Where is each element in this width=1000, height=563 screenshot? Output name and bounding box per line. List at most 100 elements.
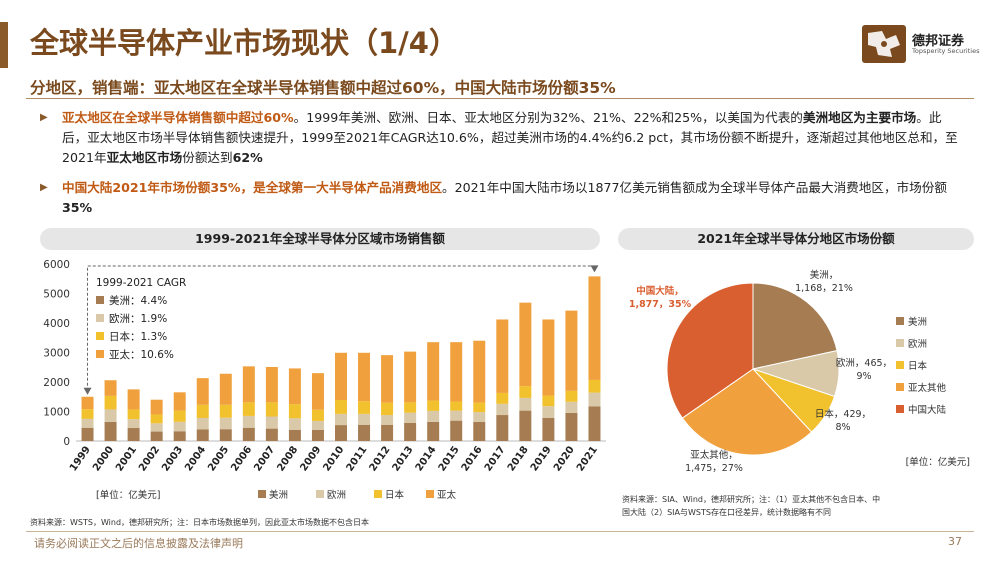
y-tick-label: 5000 [43,289,70,301]
bar-日本-2007 [265,402,278,417]
bar-日本-2012 [381,402,394,416]
cagr-swatch-欧洲 [96,314,104,322]
pie-legend-label: 日本 [908,360,928,372]
x-tick-label: 2009 [298,444,323,473]
logo-name: 德邦证券 [912,34,965,49]
cagr-arrow-start [83,387,92,395]
bar-美洲-2005 [219,429,232,441]
bar-美洲-2003 [173,431,186,441]
bullet-1: ▶ 亚太地区在全球半导体销售额中超过60%。1999年美洲、欧洲、日本、亚太地区… [40,108,962,168]
cagr-arrow-end [590,265,599,273]
pie-legend-swatch-亚太其他 [896,383,904,391]
logo-icon [868,31,900,57]
bar-亚太-2018 [519,302,532,387]
bar-美洲-2002 [150,431,163,441]
bar-美洲-2015 [450,420,463,441]
bar-美洲-2004 [196,429,209,441]
cagr-item-label: 美洲：4.4% [109,294,167,307]
pie-legend-label: 中国大陆 [908,404,947,416]
x-tick-label: 2008 [275,444,300,473]
x-tick-label: 2007 [252,444,277,473]
x-tick-label: 2014 [414,444,439,473]
bar-欧洲-2000 [104,409,117,422]
bullet-2-run-1: 。2021年中国大陆市场以1877亿美元销售额成为全球半导体产品最大消费地区，市… [442,180,947,195]
footer-divider [26,531,974,532]
bar-亚太-2009 [311,373,324,410]
bar-亚太-2011 [358,352,371,402]
bar-日本-2009 [311,409,324,421]
x-tick-label: 2017 [483,444,508,473]
bar-美洲-2018 [519,410,532,441]
x-tick-label: 2013 [391,444,416,473]
cagr-item-label: 亚太：10.6% [109,348,174,361]
bar-欧洲-2016 [473,412,486,422]
cagr-title: 1999-2021 CAGR [96,277,186,289]
bullet-1-run-4: 亚太地区市场 [106,150,183,165]
pie-legend-label: 亚太其他 [908,382,947,394]
bar-chart-unit: [单位：亿美元] [96,489,160,501]
y-tick-label: 3000 [43,348,70,360]
bar-欧洲-2004 [196,417,209,430]
x-tick-label: 1999 [68,444,93,473]
bar-亚太-2014 [427,342,440,401]
x-tick-label: 2002 [137,444,162,473]
pie-value-亚太其他: 1,475，27% [685,463,743,474]
bar-亚太-2010 [335,352,347,400]
bar-亚太-2001 [127,389,140,410]
x-tick-label: 2019 [529,444,554,473]
x-tick-label: 2015 [437,444,462,473]
company-logo [862,25,906,63]
legend-swatch-美洲 [258,490,266,498]
bar-日本-2011 [358,401,371,414]
bar-欧洲-2001 [127,419,140,429]
pie-legend-swatch-美洲 [896,317,904,325]
bar-美洲-1999 [81,427,94,441]
bar-亚太-2019 [542,319,555,396]
cagr-item-label: 日本：1.3% [109,330,167,343]
pie-label-中国大陆: 中国大陆， [636,285,684,297]
bar-日本-2006 [242,402,255,416]
bar-日本-2016 [473,402,486,413]
bar-日本-2008 [288,404,301,419]
pie-legend-label: 欧洲 [908,338,927,350]
bar-日本-2013 [404,402,417,413]
pie-slice-亚太其他 [681,368,813,456]
x-tick-label: 2006 [229,444,254,473]
bullet-1-text: 亚太地区在全球半导体销售额中超过60%。1999年美洲、欧洲、日本、亚太地区分别… [62,108,962,168]
bar-美洲-2006 [242,427,255,441]
x-tick-label: 2012 [368,444,393,473]
bar-欧洲-2017 [496,403,509,416]
pie-legend-swatch-欧洲 [896,339,904,347]
pie-label-美洲: 美洲， [810,269,839,281]
legend-label: 亚太 [437,489,457,501]
pie-slice-中国大陆 [666,282,754,419]
bullet-1-run-1: 。1999年美洲、欧洲、日本、亚太地区分别为32%、21%、22%和25%，以美… [293,110,803,125]
bar-欧洲-1999 [81,418,94,428]
bar-chart-source: 资料来源：WSTS，Wind，德邦研究所；注：日本市场数据单列，因此亚太市场数据… [30,518,370,527]
bullet-1-run-3: 。此后，亚太地区市场半导体销售额快速提升，1999至2021年CAGR达10.6… [62,110,958,165]
pie-legend-swatch-日本 [896,361,904,369]
bar-欧洲-2021 [588,392,601,407]
bar-美洲-2020 [565,412,578,441]
pie-value-中国大陆: 1,877，35% [629,299,692,310]
x-tick-label: 2011 [345,444,370,473]
bar-美洲-2008 [288,429,301,441]
y-tick-label: 1000 [43,407,70,419]
bullet-2-run-2: 35% [62,200,93,215]
bar-亚太-2003 [173,392,186,411]
bar-欧洲-2006 [242,415,255,428]
bar-美洲-2012 [381,424,394,441]
bar-日本-2005 [219,404,232,418]
bar-亚太-2021 [588,276,601,380]
bar-日本-2018 [519,386,532,398]
legend-label: 美洲 [269,489,288,501]
bar-亚太-2015 [450,342,463,402]
bar-亚太-2006 [242,366,255,403]
bar-亚太-2005 [219,373,232,405]
pie-legend-swatch-中国大陆 [896,405,904,413]
page-title: 全球半导体产业市场现状（1/4） [30,26,458,60]
bar-日本-2020 [565,390,578,402]
x-tick-label: 2016 [460,444,485,473]
bar-日本-2010 [335,399,347,414]
bar-美洲-2016 [473,421,486,441]
